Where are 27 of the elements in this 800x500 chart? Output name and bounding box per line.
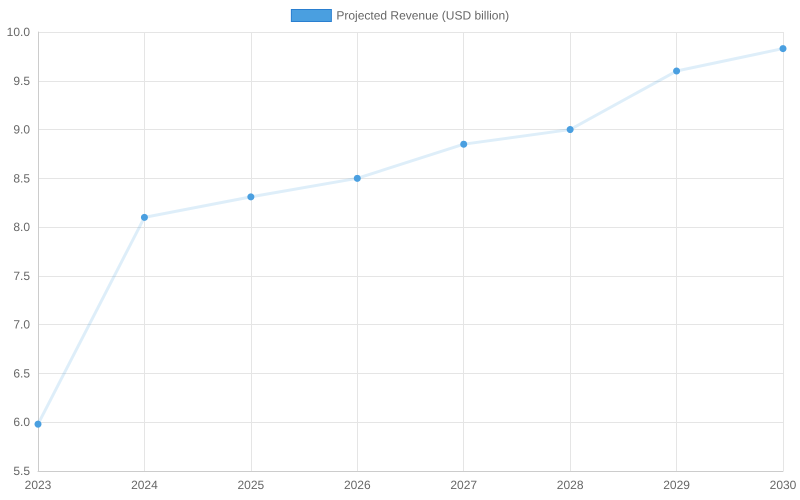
x-tick-label: 2030	[770, 478, 797, 492]
point	[460, 140, 468, 148]
x-tick-label: 2028	[556, 478, 584, 492]
y-tick-label: 5.5	[13, 464, 30, 478]
y-tick-label: 9.0	[13, 122, 30, 137]
y-tick-label: 9.5	[13, 74, 30, 88]
x-tick-label: 2025	[238, 478, 265, 492]
y-tick-label: 8.5	[13, 171, 30, 186]
x-tick-label: 2027	[450, 478, 478, 492]
point	[354, 174, 361, 182]
point	[566, 126, 574, 134]
x-tick-label: 2029	[663, 478, 690, 492]
y-tick-label: 7.5	[13, 268, 30, 283]
x-tick-label: 2024	[131, 478, 158, 492]
y-tick-label: 6.5	[13, 366, 30, 380]
y-tick-label: 10.0	[6, 25, 30, 39]
y-tick-label: 7.0	[13, 318, 30, 332]
y-tick-label: 6.0	[13, 415, 30, 430]
point	[34, 420, 42, 428]
x-tick-label: 2026	[344, 478, 371, 492]
point	[140, 214, 148, 221]
point	[673, 68, 680, 75]
x-tick-label: 2023	[24, 478, 52, 492]
point	[247, 193, 254, 200]
y-tick-label: 8.0	[13, 220, 30, 234]
legend-label: Projected Revenue (USD billion)	[336, 8, 510, 22]
point	[780, 45, 786, 52]
